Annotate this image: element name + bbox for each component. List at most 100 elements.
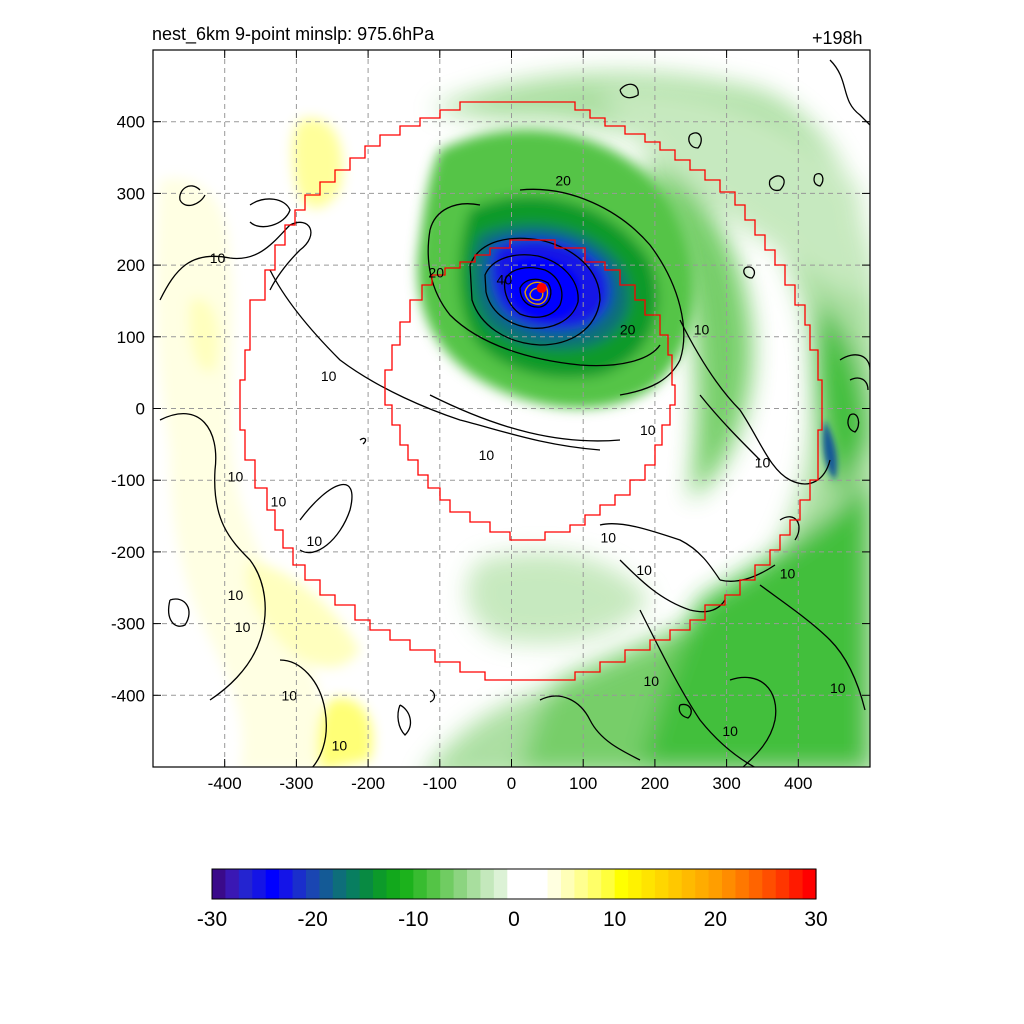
colorbar-swatch [560, 869, 575, 899]
contour-label: 20 [428, 264, 444, 280]
core-contours [524, 281, 549, 305]
contour-label: 10 [644, 673, 660, 689]
colorbar-swatch [212, 869, 227, 899]
contour-lines [159, 59, 870, 767]
colorbar-swatch [681, 869, 696, 899]
colorbar-swatch [225, 869, 240, 899]
y-tick-label: -100 [111, 471, 145, 490]
contour-label: 10 [830, 680, 846, 696]
x-tick-label: 200 [641, 774, 669, 793]
grid-lines [153, 50, 870, 767]
colorbar-swatch [802, 869, 817, 899]
contour-label: 10 [640, 422, 656, 438]
y-tick-label: -400 [111, 686, 145, 705]
x-tick-label: 0 [507, 774, 516, 793]
contour-label: 10 [722, 723, 738, 739]
colorbar-tick-label: -30 [197, 908, 227, 931]
colorbar-swatch [748, 869, 763, 899]
colorbar-swatch [601, 869, 616, 899]
colorbar-tick-labels: -30 -20 -10 0 10 20 30 [197, 908, 828, 931]
x-axis: -400 -300 -200 -100 0 100 200 300 400 [208, 50, 812, 793]
x-tick-label: 100 [569, 774, 597, 793]
shaded-field [155, 72, 870, 767]
contour-label: 10 [228, 469, 244, 485]
colorbar-swatch [722, 869, 737, 899]
colorbar-swatch [628, 869, 643, 899]
colorbar-swatch [507, 869, 522, 899]
colorbar-swatch [413, 869, 428, 899]
colorbar-swatch [373, 869, 388, 899]
colorbar-swatch [386, 869, 401, 899]
storm-center-marker [536, 283, 547, 294]
colorbar-tick-label: 0 [508, 908, 520, 931]
colorbar-tick-label: -20 [297, 908, 327, 931]
forecast-hour-label: +198h [812, 28, 863, 48]
colorbar-swatch [614, 869, 629, 899]
contour-label: 20 [555, 172, 571, 188]
colorbar-swatch [252, 869, 267, 899]
x-tick-label: 400 [784, 774, 812, 793]
colorbar-swatch [346, 869, 361, 899]
colorbar-swatch [319, 869, 334, 899]
y-axis: 400 300 200 100 0 -100 -200 -300 -400 [111, 113, 870, 705]
colorbar-tick-label: 10 [603, 908, 626, 931]
colorbar-swatch [399, 869, 414, 899]
contour-label: 10 [601, 530, 617, 546]
x-tick-label: -400 [208, 774, 242, 793]
contour-label: 10 [281, 687, 297, 703]
colorbar-swatch [534, 869, 549, 899]
colorbar-tick-label: 20 [704, 908, 727, 931]
y-tick-label: 400 [117, 113, 145, 132]
x-tick-label: -300 [279, 774, 313, 793]
contour-label: 10 [210, 250, 226, 266]
contour-labels: 10 10 10 10 10 10 10 10 10 10 10 10 10 10 10 10 10 10 10 20… [210, 172, 846, 753]
colorbar-swatch [305, 869, 320, 899]
y-tick-label: 200 [117, 256, 145, 275]
colorbar-swatch [735, 869, 750, 899]
colorbar-swatch [762, 869, 777, 899]
colorbar-swatch [574, 869, 589, 899]
y-tick-label: 0 [136, 400, 145, 419]
y-tick-label: 100 [117, 328, 145, 347]
y-tick-label: 300 [117, 184, 145, 203]
contour-label: 10 [694, 322, 710, 338]
colorbar-swatch [789, 869, 804, 899]
colorbar-swatch [695, 869, 710, 899]
x-tick-label: -200 [351, 774, 385, 793]
contour-label: 10 [235, 619, 251, 635]
contour-label: 20 [620, 322, 636, 338]
y-tick-label: -300 [111, 615, 145, 634]
colorbar-swatch [467, 869, 482, 899]
contour-label: 10 [271, 494, 287, 510]
contour-label: 10 [228, 587, 244, 603]
colorbar-swatch [265, 869, 280, 899]
contour-label: 10 [321, 368, 337, 384]
colorbar-frame [211, 868, 817, 900]
colorbar-swatch [641, 869, 656, 899]
colorbar-swatch [279, 869, 294, 899]
colorbar-swatch [453, 869, 468, 899]
colorbar-swatch [520, 869, 535, 899]
colorbar-swatch [708, 869, 723, 899]
colorbar-swatch [547, 869, 562, 899]
colorbar-swatch [359, 869, 374, 899]
x-tick-label: 300 [712, 774, 740, 793]
colorbar-swatch [493, 869, 508, 899]
colorbar-swatch [426, 869, 441, 899]
colorbar-swatch [332, 869, 347, 899]
colorbar-swatch [292, 869, 307, 899]
y-tick-label: -200 [111, 543, 145, 562]
colorbar-swatch [587, 869, 602, 899]
colorbar [211, 868, 817, 900]
nest-boundaries [239, 101, 823, 681]
contour-label: 10 [307, 533, 323, 549]
contour-label: 10 [636, 562, 652, 578]
colorbar-swatch [668, 869, 683, 899]
colorbar-tick-label: -10 [398, 908, 428, 931]
chart-title: nest_6km 9-point minslp: 975.6hPa [152, 24, 435, 44]
colorbar-swatch [440, 869, 455, 899]
colorbar-swatch [775, 869, 790, 899]
contour-label: 10 [780, 565, 796, 581]
x-tick-label: -100 [423, 774, 457, 793]
